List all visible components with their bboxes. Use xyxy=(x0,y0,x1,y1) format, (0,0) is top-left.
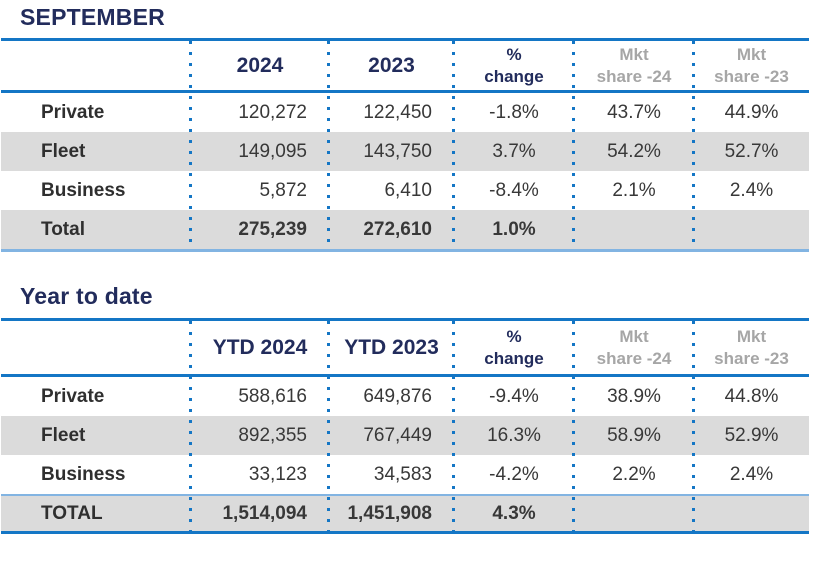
column-header-pct-change: % change xyxy=(484,45,544,86)
column-header-ytd-2023: YTD 2023 xyxy=(344,335,439,359)
value-mkt-share-23: 52.9% xyxy=(724,424,779,446)
dotted-column-separator xyxy=(692,41,695,249)
table-row-fleet: Fleet 892,355 767,449 16.3% 58.9% 52.9% xyxy=(1,416,809,455)
row-label: Business xyxy=(41,463,126,485)
row-label: Business xyxy=(41,179,126,201)
value-mkt-share-24: 2.1% xyxy=(612,179,656,201)
year-to-date-table: YTD 2024 YTD 2023 % change Mkt share -24… xyxy=(1,318,809,534)
value-ytd-2023: 767,449 xyxy=(363,424,432,446)
column-header-pct-change: % change xyxy=(484,327,544,368)
column-header-2023: 2023 xyxy=(368,53,415,77)
value-2024: 275,239 xyxy=(238,218,307,240)
september-header-row: 2024 2023 % change Mkt share -24 Mkt sha… xyxy=(1,41,809,93)
value-mkt-share-24: 38.9% xyxy=(607,385,661,407)
value-mkt-share-23: 44.9% xyxy=(724,101,779,123)
column-header-ytd-2024: YTD 2024 xyxy=(212,335,308,359)
value-ytd-2023: 34,583 xyxy=(373,463,432,485)
value-ytd-2024: 33,123 xyxy=(248,463,307,485)
value-pct-change: -8.4% xyxy=(489,179,539,201)
value-ytd-2024: 892,355 xyxy=(238,424,307,446)
row-label: Fleet xyxy=(41,424,86,446)
table-row-private: Private 588,616 649,876 -9.4% 38.9% 44.8… xyxy=(1,377,809,416)
value-2023: 6,410 xyxy=(384,179,432,201)
value-2023: 143,750 xyxy=(363,140,432,162)
dotted-column-separator xyxy=(572,41,575,249)
value-mkt-share-24: 2.2% xyxy=(612,463,656,485)
column-header-2024: 2024 xyxy=(236,53,284,77)
september-table: 2024 2023 % change Mkt share -24 Mkt sha… xyxy=(1,38,809,252)
value-2023: 122,450 xyxy=(363,101,432,123)
row-label: Total xyxy=(41,218,85,240)
value-pct-change: -1.8% xyxy=(489,101,539,123)
dotted-column-separator xyxy=(189,41,192,249)
value-pct-change: 16.3% xyxy=(487,424,541,446)
value-mkt-share-24: 54.2% xyxy=(607,140,661,162)
column-header-mkt-share-23: Mkt share -23 xyxy=(714,45,789,86)
dotted-column-separator xyxy=(327,41,330,249)
column-header-mkt-share-24: Mkt share -24 xyxy=(596,45,672,86)
section-title-year-to-date: Year to date xyxy=(20,282,153,309)
value-mkt-share-23: 44.8% xyxy=(724,385,779,407)
column-header-mkt-share-24: Mkt share -24 xyxy=(596,327,672,368)
value-pct-change: 4.3% xyxy=(492,502,536,524)
value-mkt-share-23: 52.7% xyxy=(724,140,779,162)
dotted-column-separator xyxy=(452,41,455,249)
ytd-header-row: YTD 2024 YTD 2023 % change Mkt share -24… xyxy=(1,321,809,377)
value-ytd-2023: 1,451,908 xyxy=(347,502,432,524)
row-label: Private xyxy=(41,385,105,407)
value-ytd-2024: 1,514,094 xyxy=(222,502,307,524)
dotted-column-separator xyxy=(692,321,695,531)
table-row-fleet: Fleet 149,095 143,750 3.7% 54.2% 52.7% xyxy=(1,132,809,171)
row-label: TOTAL xyxy=(41,502,103,524)
dotted-column-separator xyxy=(452,321,455,531)
value-pct-change: 3.7% xyxy=(492,140,536,162)
value-pct-change: -9.4% xyxy=(489,385,539,407)
table-row-private: Private 120,272 122,450 -1.8% 43.7% 44.9… xyxy=(1,93,809,132)
value-mkt-share-23: 2.4% xyxy=(729,179,774,201)
value-ytd-2023: 649,876 xyxy=(363,385,432,407)
dotted-column-separator xyxy=(572,321,575,531)
value-ytd-2024: 588,616 xyxy=(238,385,307,407)
section-title-september: SEPTEMBER xyxy=(20,4,165,30)
value-mkt-share-23: 2.4% xyxy=(729,463,774,485)
table-row-total: TOTAL 1,514,094 1,451,908 4.3% xyxy=(1,494,809,531)
table-row-business: Business 33,123 34,583 -4.2% 2.2% 2.4% xyxy=(1,455,809,494)
table-row-business: Business 5,872 6,410 -8.4% 2.1% 2.4% xyxy=(1,171,809,210)
dotted-column-separator xyxy=(189,321,192,531)
column-header-mkt-share-23: Mkt share -23 xyxy=(714,327,789,368)
value-pct-change: -4.2% xyxy=(489,463,539,485)
value-2024: 149,095 xyxy=(238,140,307,162)
value-2024: 5,872 xyxy=(259,179,307,201)
value-2023: 272,610 xyxy=(363,218,432,240)
value-mkt-share-24: 58.9% xyxy=(607,424,661,446)
value-mkt-share-24: 43.7% xyxy=(607,101,661,123)
value-pct-change: 1.0% xyxy=(492,218,536,240)
dotted-column-separator xyxy=(327,321,330,531)
row-label: Fleet xyxy=(41,140,86,162)
row-label: Private xyxy=(41,101,105,123)
table-row-total: Total 275,239 272,610 1.0% xyxy=(1,210,809,249)
value-2024: 120,272 xyxy=(238,101,307,123)
